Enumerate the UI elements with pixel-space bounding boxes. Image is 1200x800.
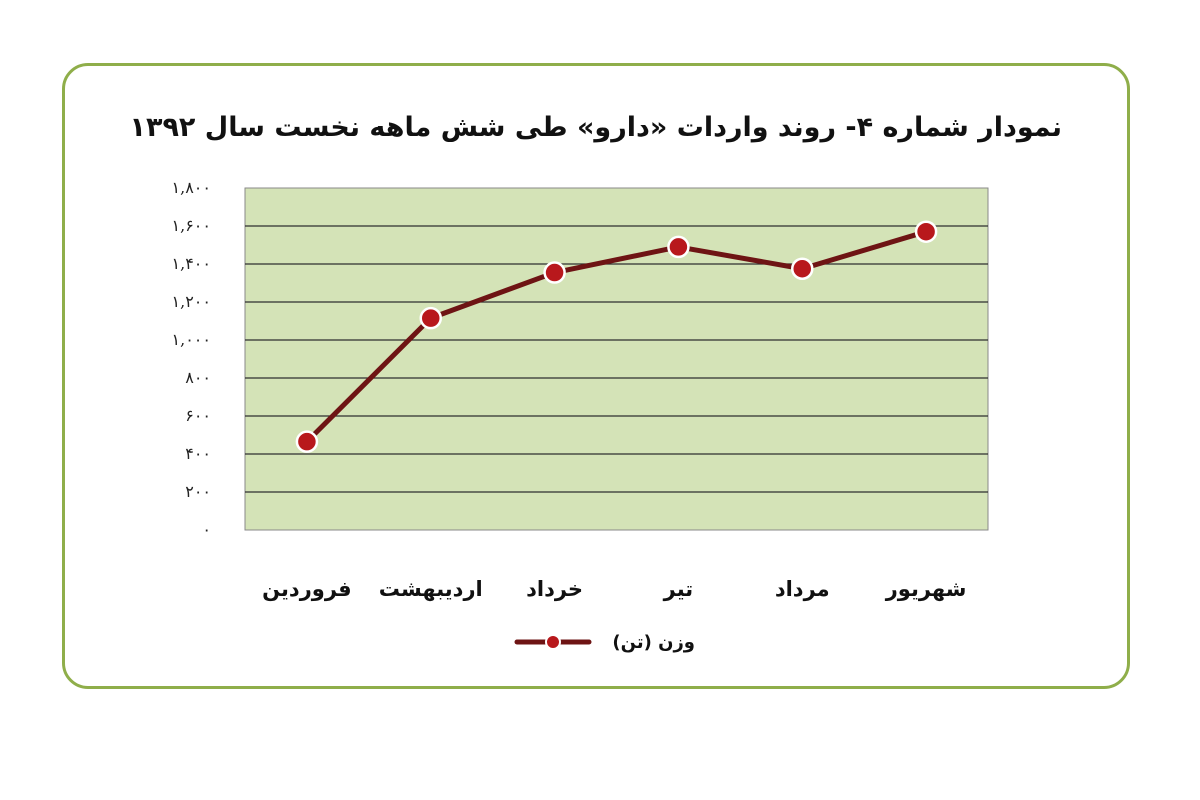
data-point bbox=[543, 261, 566, 284]
legend-symbol bbox=[514, 634, 592, 650]
x-tick-label: فروردین bbox=[262, 577, 352, 601]
series-line bbox=[304, 229, 929, 445]
y-tick-label: ۴۰۰ bbox=[185, 444, 211, 463]
y-tick-label: ۰ bbox=[202, 520, 211, 539]
y-tick-label: ۱,۴۰۰ bbox=[172, 254, 211, 273]
y-tick-label: ۱,۲۰۰ bbox=[172, 292, 211, 311]
x-tick-label: اردیبهشت bbox=[379, 577, 483, 601]
data-point bbox=[914, 220, 938, 243]
x-axis-ticks: فروردین اردیبهشت خرداد تیر مرداد شهریور bbox=[262, 577, 966, 601]
data-point bbox=[791, 257, 814, 280]
y-axis-ticks: ۰ ۲۰۰ ۴۰۰ ۶۰۰ ۸۰۰ ۱,۰۰۰ ۱,۲۰۰ ۱,۴۰۰ ۱,۶۰۰ ۱,۸۰۰ bbox=[172, 178, 211, 539]
y-tick-label: ۶۰۰ bbox=[185, 406, 211, 425]
plot-area bbox=[244, 187, 989, 531]
legend-label: وزن (تن) bbox=[612, 632, 695, 653]
data-point bbox=[667, 235, 690, 259]
data-point bbox=[295, 430, 319, 453]
y-tick-label: ۱,۸۰۰ bbox=[172, 178, 211, 197]
chart-title: نمودار شماره ۴- روند واردات «دارو» طی شش… bbox=[129, 112, 1062, 143]
legend-marker bbox=[545, 634, 561, 650]
x-tick-label: خرداد bbox=[526, 577, 583, 601]
x-tick-label: تیر bbox=[663, 577, 694, 601]
y-tick-label: ۱,۰۰۰ bbox=[172, 330, 211, 349]
data-point bbox=[419, 306, 442, 330]
series-layer bbox=[295, 220, 938, 453]
x-tick-label: شهریور bbox=[885, 577, 967, 601]
y-tick-label: ۱,۶۰۰ bbox=[172, 216, 211, 235]
y-tick-label: ۲۰۰ bbox=[185, 482, 211, 501]
x-tick-label: مرداد bbox=[775, 577, 830, 601]
y-tick-label: ۸۰۰ bbox=[185, 368, 211, 387]
